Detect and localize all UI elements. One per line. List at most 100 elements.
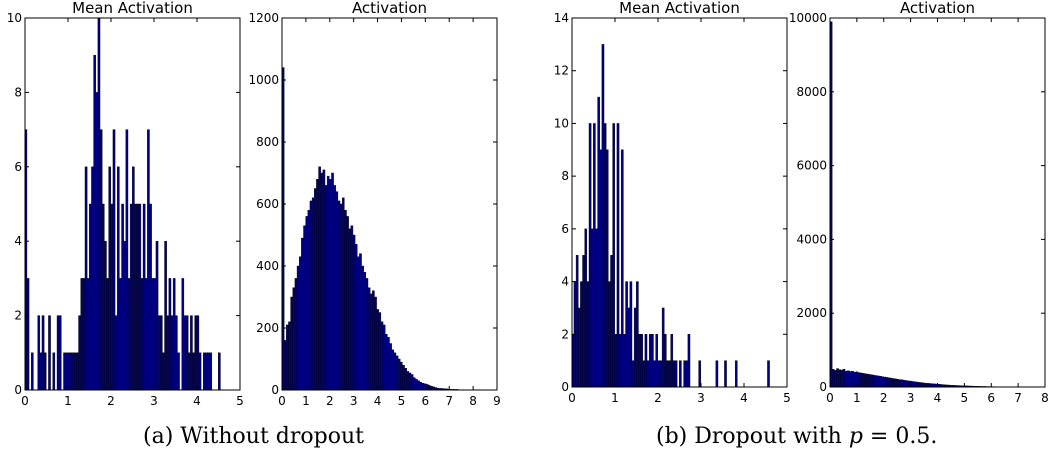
x-tick-label: 7 bbox=[445, 394, 453, 408]
bar bbox=[39, 352, 43, 391]
bar bbox=[428, 385, 431, 391]
bar bbox=[301, 237, 304, 391]
bar bbox=[395, 355, 399, 391]
y-tick-label: 4 bbox=[14, 234, 22, 248]
bar bbox=[74, 352, 77, 391]
x-tick-label: 2 bbox=[107, 394, 115, 408]
bar bbox=[318, 166, 321, 391]
bar bbox=[412, 377, 416, 391]
bar bbox=[166, 315, 170, 391]
bar bbox=[898, 379, 902, 388]
x-tick-label: 0 bbox=[568, 391, 576, 405]
bar bbox=[162, 352, 165, 391]
panel-4: 0 1 2 3 4 5 6 7 8 0 2000 4000 6000 8000 10000 Activatio… bbox=[789, 0, 1049, 405]
bar bbox=[623, 334, 626, 388]
x-tick-label: 1 bbox=[64, 394, 72, 408]
bar bbox=[192, 352, 195, 391]
bar bbox=[674, 360, 678, 388]
bar bbox=[333, 185, 336, 391]
bar bbox=[851, 370, 854, 388]
bar bbox=[387, 337, 390, 391]
x-tick-label: 0 bbox=[278, 394, 286, 408]
bar bbox=[359, 253, 362, 391]
panel-2: 0 1 2 3 4 5 6 7 8 9 0 200 400 600 800 1000 1200 Activatio… bbox=[248, 0, 500, 408]
bar bbox=[672, 360, 676, 388]
bar bbox=[896, 379, 900, 388]
bar bbox=[374, 296, 377, 391]
bar bbox=[715, 360, 719, 388]
bar bbox=[874, 375, 878, 388]
x-tick-label: 3 bbox=[907, 391, 915, 405]
y-tick-label: 6 bbox=[561, 222, 569, 236]
x-tick-label: 5 bbox=[236, 394, 244, 408]
bar bbox=[831, 369, 835, 388]
bar bbox=[129, 203, 133, 391]
bar bbox=[608, 281, 611, 388]
bar bbox=[687, 334, 691, 388]
bar bbox=[76, 352, 79, 391]
bar bbox=[417, 380, 420, 391]
bar bbox=[324, 185, 328, 391]
bar bbox=[209, 352, 213, 391]
bar bbox=[172, 278, 176, 391]
bar bbox=[402, 365, 405, 391]
x-tick-label: 3 bbox=[150, 394, 158, 408]
y-tick-label: 8 bbox=[14, 85, 22, 99]
bar bbox=[185, 315, 189, 391]
bar bbox=[183, 315, 187, 391]
bar bbox=[82, 278, 86, 391]
bar bbox=[599, 149, 603, 388]
bar bbox=[37, 315, 41, 391]
x-tick-label: 6 bbox=[422, 394, 430, 408]
bar bbox=[48, 315, 51, 391]
bar bbox=[117, 166, 120, 391]
bar bbox=[685, 360, 689, 388]
y-tick-label: 200 bbox=[256, 321, 279, 335]
bar bbox=[63, 352, 66, 391]
bar bbox=[595, 228, 598, 388]
bar bbox=[864, 373, 867, 388]
y-tick-label: 10000 bbox=[789, 11, 827, 25]
x-tick-label: 8 bbox=[1041, 391, 1049, 405]
bar bbox=[734, 360, 738, 388]
bar bbox=[421, 382, 425, 391]
bar bbox=[614, 334, 618, 388]
bar bbox=[393, 352, 397, 391]
y-tick-label: 4000 bbox=[796, 232, 827, 246]
bar bbox=[872, 374, 876, 388]
x-tick-label: 1 bbox=[611, 391, 619, 405]
y-tick-label: 8 bbox=[561, 169, 569, 183]
bar bbox=[106, 278, 109, 391]
x-tick-label: 2 bbox=[654, 391, 662, 405]
x-tick-label: 1 bbox=[302, 394, 310, 408]
bar bbox=[198, 352, 202, 391]
bar bbox=[86, 278, 90, 391]
bar bbox=[132, 166, 135, 391]
panel-title: Activation bbox=[352, 0, 427, 17]
bar bbox=[43, 352, 47, 391]
bar bbox=[408, 372, 412, 391]
bar bbox=[430, 386, 433, 391]
bar bbox=[724, 360, 727, 388]
bar bbox=[911, 381, 915, 388]
bar bbox=[309, 200, 313, 391]
bar bbox=[93, 55, 96, 391]
bar bbox=[605, 149, 609, 388]
bar bbox=[907, 380, 910, 388]
bar bbox=[612, 123, 615, 388]
bar bbox=[890, 377, 893, 388]
bar bbox=[640, 334, 643, 388]
bar bbox=[404, 368, 407, 391]
y-tick-label: 0 bbox=[819, 380, 827, 394]
bar bbox=[361, 265, 364, 391]
x-tick-label: 1 bbox=[853, 391, 861, 405]
x-tick-label: 2 bbox=[880, 391, 888, 405]
bar bbox=[625, 281, 628, 388]
panel-title: Activation bbox=[900, 0, 975, 17]
bar bbox=[119, 278, 122, 391]
bar bbox=[322, 169, 326, 391]
x-tick-label: 4 bbox=[374, 394, 382, 408]
bar bbox=[575, 255, 579, 388]
bar bbox=[114, 315, 118, 391]
bar bbox=[915, 381, 919, 388]
